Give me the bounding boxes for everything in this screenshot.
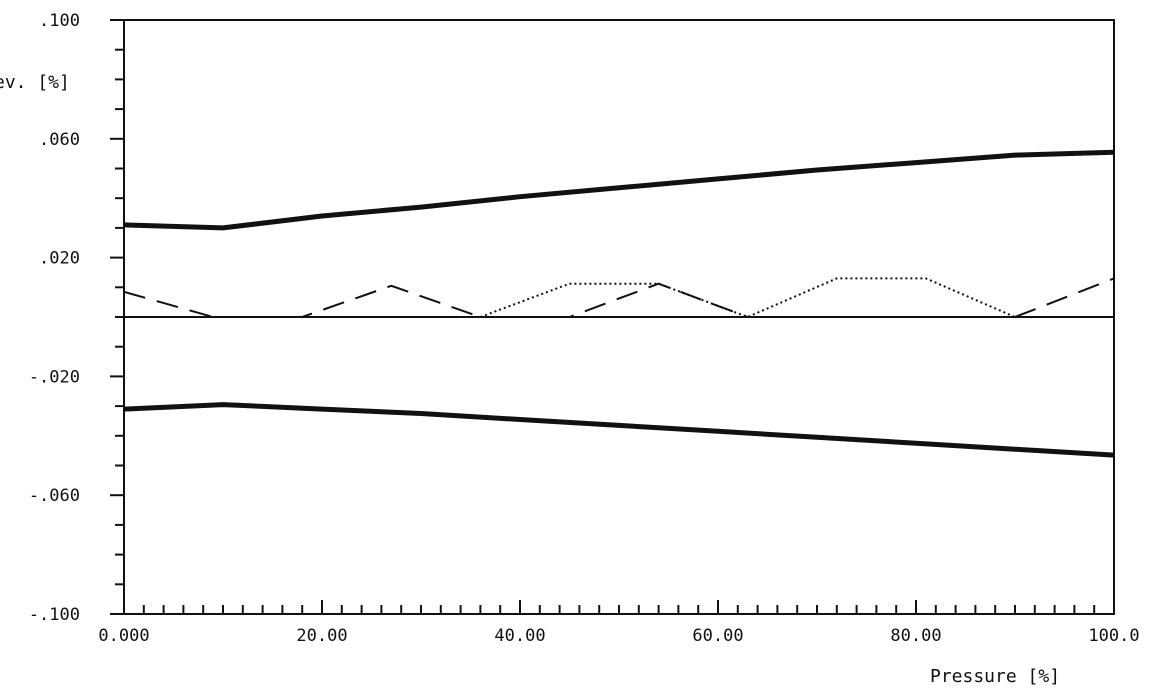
y-tick-label: .060 xyxy=(39,130,80,150)
y-tick-label: -.020 xyxy=(29,367,80,387)
x-tick-label: 80.00 xyxy=(890,626,941,646)
series-line-5 xyxy=(480,277,1016,318)
series-line-4 xyxy=(123,282,749,318)
x-axis-label: Pressure [%] xyxy=(930,666,1060,687)
y-tick-label: -.060 xyxy=(29,486,80,506)
tick-labels: 0.000 20.00 40.00 60.00 80.00 100.0 .100 .060 .0… xyxy=(29,11,1140,646)
series-line-2 xyxy=(123,402,1115,458)
series-line-6 xyxy=(1014,277,1115,318)
x-tick-label: 20.00 xyxy=(296,626,347,646)
y-axis-label: ev. [%] xyxy=(0,72,70,93)
x-tick-label: 0.000 xyxy=(98,626,149,646)
series-line-1 xyxy=(123,149,1115,231)
y-tick-label: .100 xyxy=(39,11,80,31)
x-tick-label: 40.00 xyxy=(494,626,545,646)
axis-ticks xyxy=(110,19,1115,615)
y-tick-label: -.100 xyxy=(29,605,80,625)
y-tick-label: .020 xyxy=(39,249,80,269)
series-group xyxy=(123,149,1115,458)
x-tick-label: 100.0 xyxy=(1088,626,1139,646)
x-tick-label: 60.00 xyxy=(692,626,743,646)
